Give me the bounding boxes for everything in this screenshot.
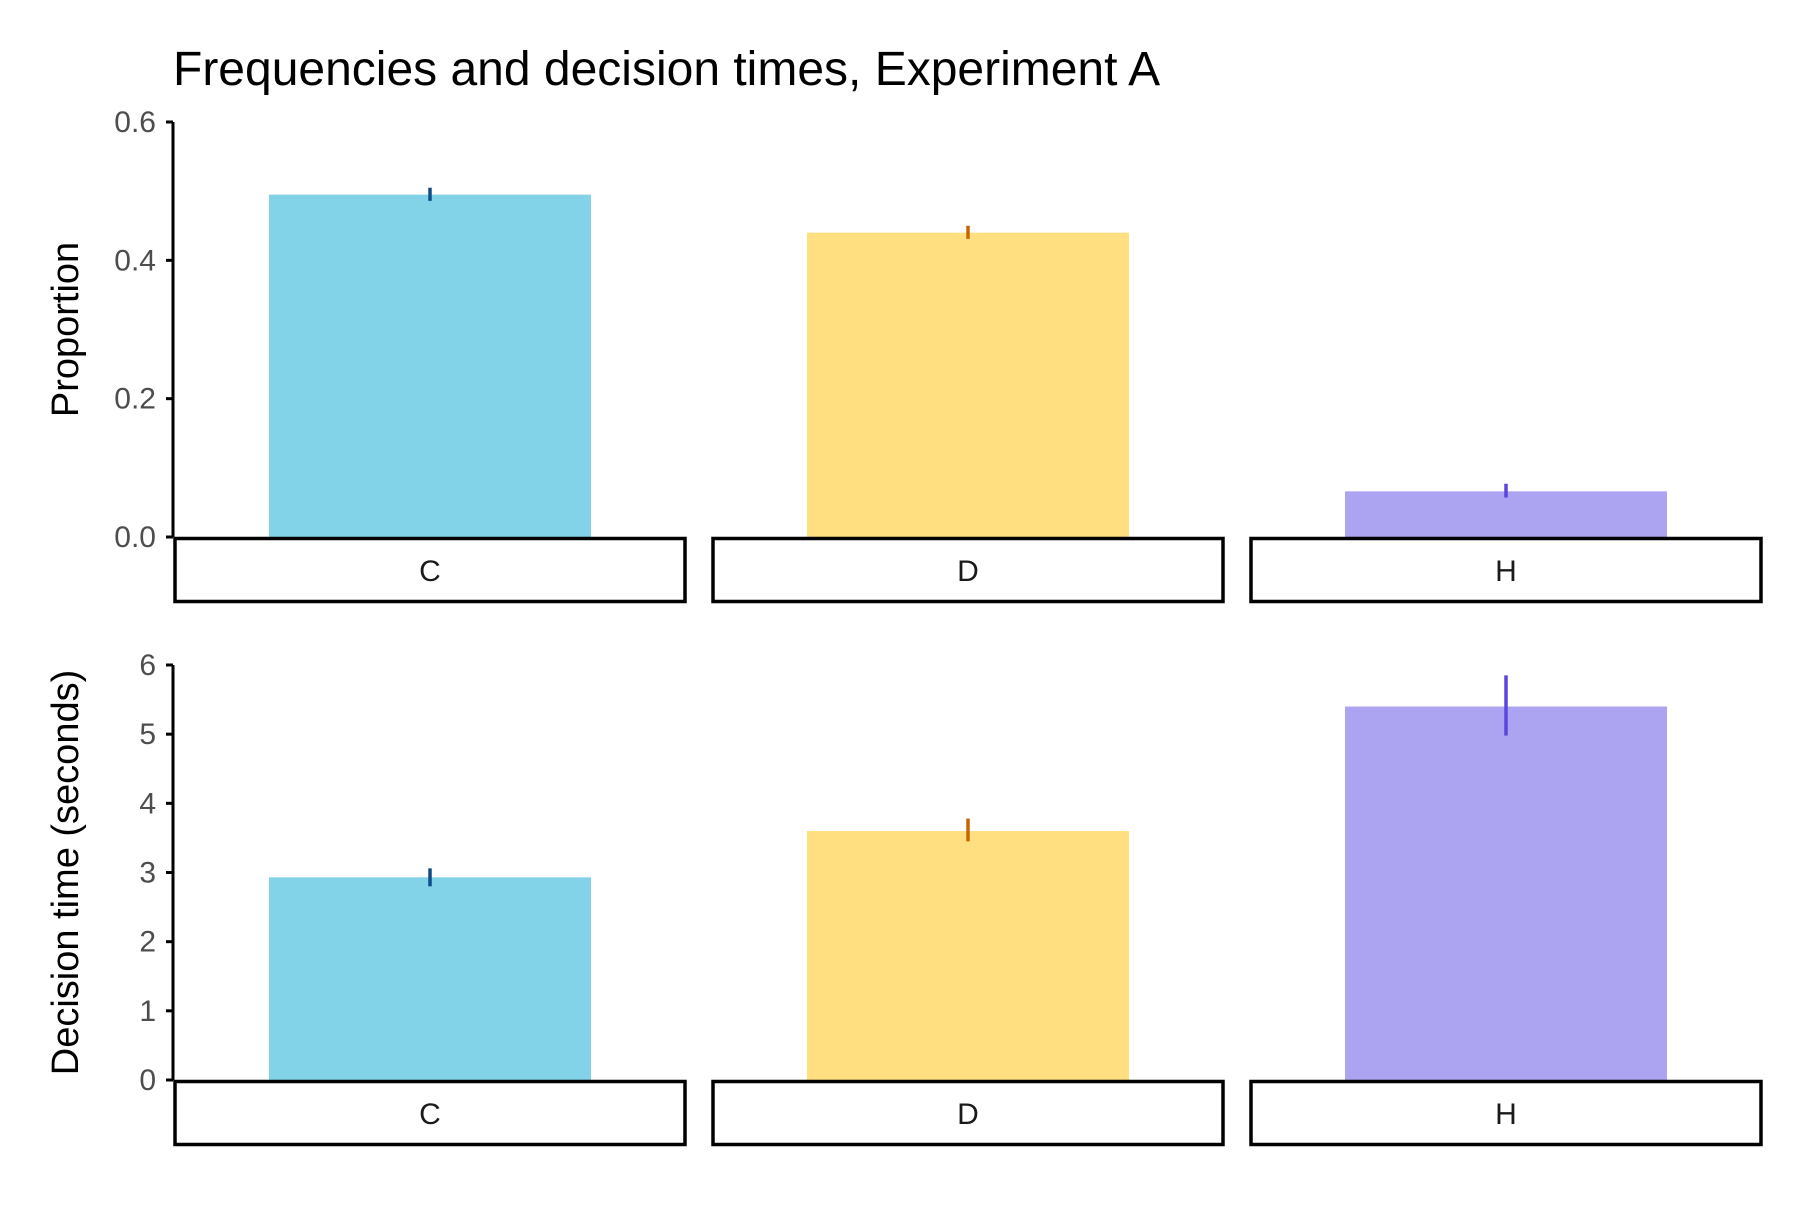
y-tick-label-2-6: 6 xyxy=(139,649,156,682)
bar-1-D xyxy=(807,232,1129,537)
y-axis-title-2: Decision time (seconds) xyxy=(45,670,87,1075)
y-tick-label-2-1: 1 xyxy=(139,995,156,1028)
y-tick-label-1-2: 0.4 xyxy=(114,244,156,277)
bar-2-C xyxy=(269,877,591,1080)
bar-2-D xyxy=(807,831,1129,1080)
facet-label-1-H: H xyxy=(1495,555,1517,588)
y-tick-label-2-4: 4 xyxy=(139,787,156,820)
facet-strip-1-C xyxy=(173,536,687,604)
bar-1-C xyxy=(269,194,591,537)
y-tick-label-2-3: 3 xyxy=(139,857,156,890)
facet-strip-2-D xyxy=(711,1079,1225,1147)
bar-2-H xyxy=(1345,706,1667,1080)
facet-strip-2-C xyxy=(173,1079,687,1147)
y-tick-label-1-3: 0.6 xyxy=(114,106,156,139)
y-tick-label-2-2: 2 xyxy=(139,926,156,959)
facet-strip-1-H xyxy=(1249,536,1763,604)
facet-label-2-H: H xyxy=(1495,1098,1517,1131)
y-tick-label-2-0: 0 xyxy=(139,1064,156,1097)
y-axis-title-1: Proportion xyxy=(45,242,87,417)
facet-strip-1-D xyxy=(711,536,1225,604)
y-tick-label-1-0: 0.0 xyxy=(114,521,156,554)
y-tick-label-2-5: 5 xyxy=(139,718,156,751)
y-tick-label-1-1: 0.2 xyxy=(114,383,156,416)
facet-label-1-D: D xyxy=(957,555,979,588)
chart-title: Frequencies and decision times, Experime… xyxy=(173,43,1160,96)
facet-label-2-C: C xyxy=(419,1098,441,1131)
bar-1-H xyxy=(1345,491,1667,537)
facet-strip-2-H xyxy=(1249,1079,1763,1147)
facet-label-1-C: C xyxy=(419,555,441,588)
facet-label-2-D: D xyxy=(957,1098,979,1131)
